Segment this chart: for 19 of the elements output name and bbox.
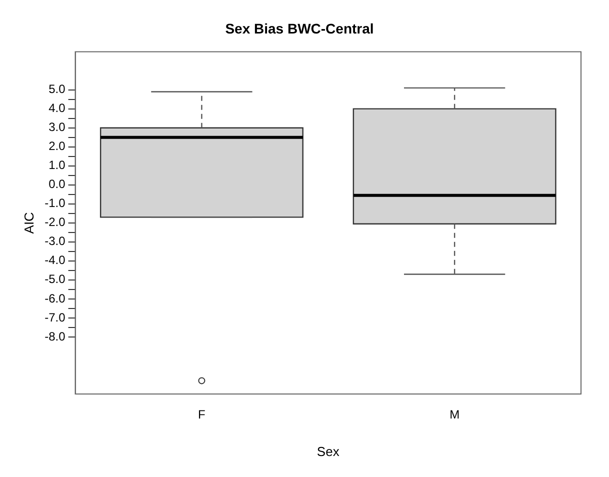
chart-title: Sex Bias BWC-Central: [225, 20, 374, 36]
y-tick-label: 3.0: [48, 120, 66, 134]
y-tick-label: -1.0: [44, 196, 66, 210]
y-tick-label: 0.0: [48, 177, 66, 192]
y-tick-label: 2.0: [48, 139, 66, 154]
y-tick-label: -5.0: [44, 272, 66, 286]
y-tick-label: 1.0: [48, 158, 66, 172]
y-axis-title: AIC: [21, 212, 36, 234]
y-tick-label: 4.0: [48, 101, 66, 116]
y-tick-label: -6.0: [44, 291, 66, 306]
y-tick-label: -8.0: [44, 329, 66, 344]
y-tick-label: -3.0: [44, 234, 66, 248]
y-tick-label: -2.0: [44, 215, 66, 230]
x-tick-label: F: [198, 408, 206, 422]
x-axis-title: Sex: [316, 444, 340, 459]
y-tick-label: -7.0: [44, 310, 66, 324]
y-tick-label: -4.0: [44, 253, 66, 268]
y-tick-label: 5.0: [48, 82, 66, 96]
x-tick-label: M: [450, 408, 460, 422]
